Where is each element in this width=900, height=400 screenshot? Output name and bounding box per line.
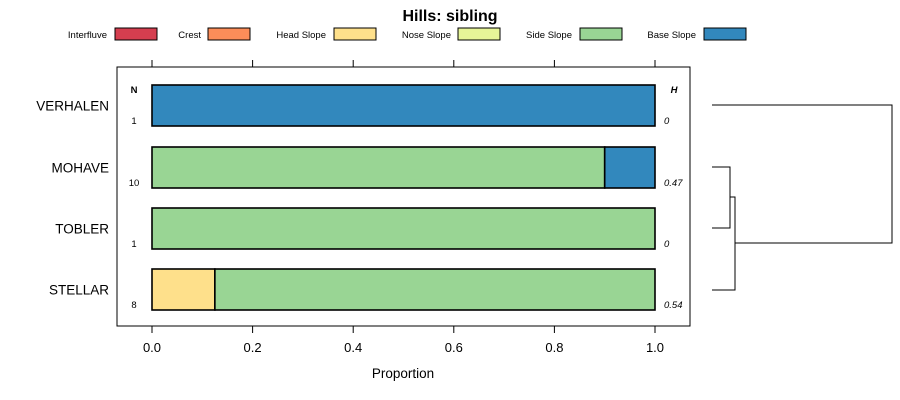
row-stellar: STELLAR 8 0.54 (49, 268, 683, 311)
n-column-header: N (131, 85, 138, 96)
h-column-header: H (671, 85, 679, 96)
row-verhalen: VERHALEN 1 0 (36, 84, 670, 127)
h-value: 0.54 (664, 300, 683, 311)
n-value: 8 (131, 300, 136, 311)
plot-panel (116, 66, 691, 327)
dendrogram-branch-mohave-tobler (712, 166, 731, 229)
x-tick-label: 1.0 (646, 340, 664, 355)
legend-swatch-side-slope (579, 27, 623, 41)
top-axis-ticks (151, 60, 656, 67)
legend-label-head-slope: Head Slope (276, 30, 326, 41)
x-tick-label: 0.4 (344, 340, 362, 355)
row-mohave: MOHAVE 10 0.47 (51, 146, 683, 189)
h-value: 0 (664, 116, 670, 127)
n-value: 1 (131, 116, 136, 127)
legend-label-interfluve: Interfluve (68, 30, 107, 41)
legend-label-nose-slope: Nose Slope (402, 30, 451, 41)
legend-label-base-slope: Base Slope (647, 30, 696, 41)
legend-swatch-interfluve (114, 27, 158, 41)
h-value: 0.47 (664, 178, 683, 189)
x-axis: 0.0 0.2 0.4 0.6 0.8 1.0 (143, 326, 664, 355)
legend-swatch-crest (207, 27, 251, 41)
x-axis-title: Proportion (372, 366, 434, 381)
legend-swatch-nose-slope (457, 27, 501, 41)
legend-swatch-head-slope (333, 27, 377, 41)
legend: Interfluve Crest Head Slope Nose Slope Side … (68, 27, 747, 41)
bar-segment-head-slope (151, 268, 216, 311)
x-tick-label: 0.6 (445, 340, 463, 355)
row-label: STELLAR (49, 283, 109, 298)
bar-segment-side-slope (151, 146, 606, 189)
chart-title: Hills: sibling (402, 8, 497, 25)
x-tick-label: 0.2 (244, 340, 262, 355)
row-label: MOHAVE (51, 161, 109, 176)
row-label: VERHALEN (36, 99, 109, 114)
dendrogram-branch-stellar (712, 196, 736, 291)
row-label: TOBLER (55, 222, 109, 237)
bar-segment-base-slope (603, 146, 656, 189)
bar-segment-base-slope (151, 84, 656, 127)
legend-swatch-base-slope (703, 27, 747, 41)
x-tick-label: 0.8 (545, 340, 563, 355)
legend-label-side-slope: Side Slope (526, 30, 572, 41)
dendrogram (712, 104, 893, 291)
n-value: 1 (131, 239, 136, 250)
x-tick-label: 0.0 (143, 340, 161, 355)
legend-label-crest: Crest (178, 30, 201, 41)
dendrogram-branch-root (712, 104, 893, 244)
n-value: 10 (129, 178, 140, 189)
h-value: 0 (664, 239, 670, 250)
bar-segment-side-slope (214, 268, 656, 311)
bar-segment-side-slope (151, 207, 656, 250)
row-tobler: TOBLER 1 0 (55, 207, 670, 250)
